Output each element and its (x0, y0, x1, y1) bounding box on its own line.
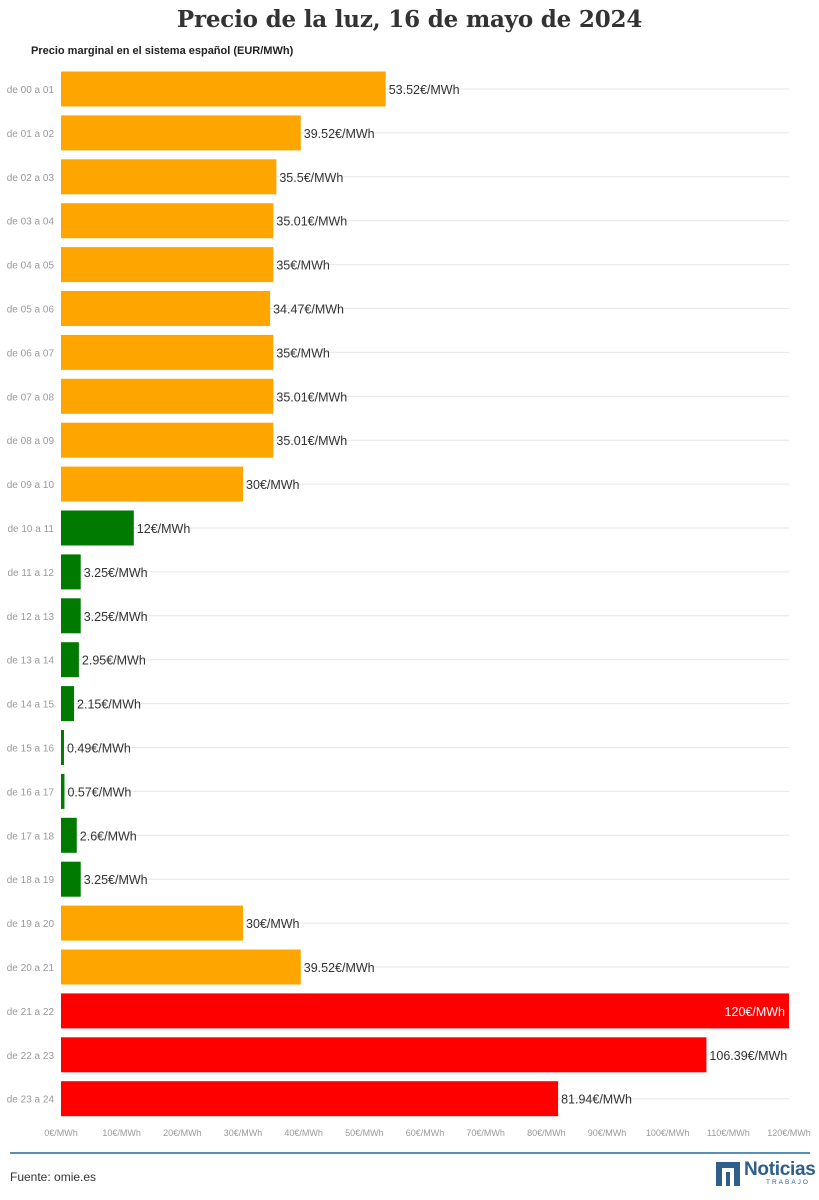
category-label: de 14 a 15 (7, 700, 55, 711)
value-label: 106.39€/MWh (709, 1049, 787, 1063)
bar (61, 554, 81, 590)
category-label: de 15 a 16 (7, 744, 55, 755)
category-label: de 02 a 03 (7, 173, 55, 184)
category-label: de 18 a 19 (7, 875, 55, 886)
x-tick-label: 120€/MWh (767, 1128, 811, 1138)
category-label: de 07 a 08 (7, 392, 55, 403)
value-label: 39.52€/MWh (304, 961, 375, 975)
category-label: de 11 a 12 (7, 568, 54, 579)
category-label: de 13 a 14 (7, 656, 55, 667)
value-label: 35.01€/MWh (276, 390, 347, 404)
value-label: 2.6€/MWh (80, 829, 137, 843)
x-tick-label: 70€/MWh (466, 1128, 505, 1138)
value-labels: 53.52€/MWh 39.52€/MWh 35.5€/MWh 35.01€/MWh 3… (67, 83, 787, 1107)
value-label: 53.52€/MWh (389, 83, 460, 97)
category-label: de 20 a 21 (7, 963, 55, 974)
bar (61, 1037, 707, 1073)
bar (61, 1081, 559, 1117)
category-label: de 21 a 22 (7, 1007, 55, 1018)
bar (61, 378, 274, 414)
x-tick-label: 0€/MWh (44, 1128, 78, 1138)
value-label: 2.95€/MWh (82, 654, 146, 668)
value-label: 35.01€/MWh (276, 215, 347, 229)
value-label: 35.5€/MWh (279, 171, 343, 185)
category-label: de 09 a 10 (7, 480, 55, 491)
bar (61, 466, 243, 502)
bar (61, 598, 81, 634)
brand-logo[interactable]: Noticias TRABAJO (716, 1159, 816, 1188)
value-label: 34.47€/MWh (273, 303, 344, 317)
value-label: 3.25€/MWh (84, 566, 148, 580)
category-label: de 08 a 09 (7, 436, 55, 447)
bar (61, 686, 75, 722)
bar (61, 993, 789, 1029)
bar (61, 861, 81, 897)
category-label: de 03 a 04 (7, 217, 55, 228)
bar (61, 159, 277, 195)
value-label: 0.57€/MWh (67, 785, 131, 799)
category-label: de 16 a 17 (7, 787, 55, 798)
value-label: 35.01€/MWh (276, 434, 347, 448)
x-tick-label: 10€/MWh (102, 1128, 141, 1138)
bar (61, 905, 243, 941)
x-tick-label: 110€/MWh (707, 1128, 750, 1138)
value-label: 39.52€/MWh (304, 127, 375, 141)
value-label: 35€/MWh (276, 259, 330, 273)
bar (61, 510, 134, 546)
chart-title: Precio de la luz, 16 de mayo de 2024 (176, 6, 643, 33)
bar (61, 730, 64, 765)
value-label: 3.25€/MWh (84, 610, 148, 624)
category-label: de 06 a 07 (7, 348, 55, 359)
x-tick-label: 20€/MWh (163, 1128, 202, 1138)
bar (61, 115, 301, 151)
bar (61, 422, 274, 458)
category-label: de 04 a 05 (7, 261, 55, 272)
bar (61, 817, 77, 853)
value-label: 0.49€/MWh (67, 742, 131, 756)
bar (61, 291, 271, 326)
x-tick-label: 50€/MWh (345, 1128, 384, 1138)
category-label: de 12 a 13 (7, 612, 55, 623)
category-label: de 22 a 23 (7, 1051, 55, 1062)
category-labels: de 00 a 01 de 01 a 02 de 02 a 03 de 03 a 04… (7, 85, 55, 1106)
bar (61, 642, 79, 678)
bar (61, 949, 301, 985)
logo-mark-icon (716, 1162, 740, 1186)
x-tick-label: 80€/MWh (527, 1128, 566, 1138)
category-label: de 19 a 20 (7, 919, 55, 930)
category-label: de 01 a 02 (7, 129, 55, 140)
category-label: de 23 a 24 (7, 1095, 55, 1106)
bar (61, 71, 386, 107)
x-axis-ticks: 0€/MWh 10€/MWh 20€/MWh 30€/MWh 40€/MWh 50€/MW… (44, 1128, 811, 1138)
value-label: 2.15€/MWh (77, 698, 141, 712)
bar (61, 773, 65, 809)
source-note: Fuente: omie.es (10, 1170, 97, 1184)
value-label: 3.25€/MWh (84, 873, 148, 887)
value-label: 35€/MWh (276, 346, 330, 360)
gridlines (61, 88, 789, 1100)
x-tick-label: 60€/MWh (406, 1128, 445, 1138)
value-label: 120€/MWh (725, 1005, 785, 1019)
value-label: 81.94€/MWh (561, 1093, 632, 1107)
x-tick-label: 100€/MWh (646, 1128, 690, 1138)
x-tick-label: 40€/MWh (284, 1128, 323, 1138)
bars (61, 71, 789, 1117)
x-tick-label: 90€/MWh (588, 1128, 627, 1138)
x-tick-label: 30€/MWh (224, 1128, 263, 1138)
logo-wordmark: Noticias (744, 1159, 816, 1180)
value-label: 30€/MWh (246, 478, 300, 492)
value-label: 12€/MWh (137, 522, 191, 536)
bar (61, 334, 274, 370)
category-label: de 17 a 18 (7, 831, 55, 842)
logo-subtitle: TRABAJO (766, 1179, 810, 1186)
chart-subtitle: Precio marginal en el sistema español (E… (31, 45, 294, 57)
bar (61, 203, 274, 239)
bar-chart: de 00 a 01 de 01 a 02 de 02 a 03 de 03 a 04… (7, 71, 811, 1138)
value-label: 30€/MWh (246, 917, 300, 931)
category-label: de 00 a 01 (7, 85, 55, 96)
footer-divider (10, 1152, 810, 1154)
bar (61, 247, 274, 283)
category-label: de 05 a 06 (7, 305, 55, 316)
category-label: de 10 a 11 (7, 524, 54, 535)
